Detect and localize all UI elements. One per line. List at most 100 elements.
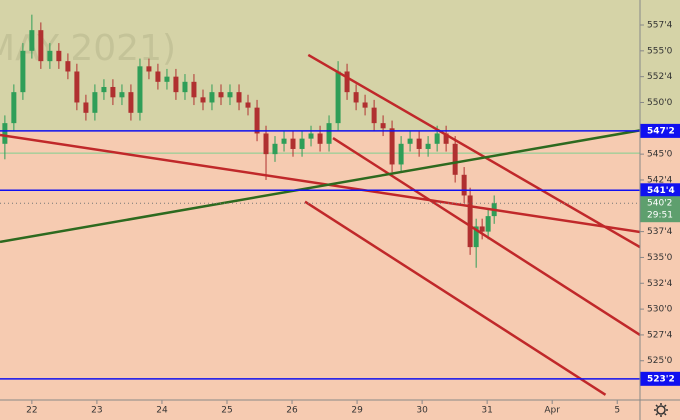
candle-body (218, 92, 224, 98)
y-tick-label: 537'4 (647, 227, 673, 237)
level-label: 541'4 (647, 186, 675, 196)
trend-line (307, 53, 641, 249)
candle-body (335, 71, 341, 124)
y-tick-label: 535'0 (647, 253, 673, 263)
settings-icon[interactable] (654, 403, 668, 417)
y-tick-label: 542'4 (647, 175, 673, 185)
gear[interactable] (656, 405, 666, 415)
candle-body (56, 50, 62, 62)
level-label-box (640, 123, 680, 138)
y-tick-label: 545'0 (647, 150, 673, 160)
x-tick-label: 22 (26, 406, 37, 416)
candle-body (434, 133, 440, 144)
candle-body (2, 123, 8, 144)
x-tick-label: 29 (351, 406, 363, 416)
candle-body (74, 71, 80, 103)
candle-body (398, 143, 404, 165)
y-tick-label: 527'4 (647, 330, 673, 340)
candle-body (290, 138, 296, 149)
candle-body (83, 102, 89, 113)
candle-body (65, 61, 71, 72)
candle-body (281, 138, 287, 144)
candle-body (407, 138, 413, 144)
trend-line (332, 136, 641, 336)
candle-body (164, 76, 170, 82)
candle-body (308, 133, 314, 139)
y-tick-label: 552'4 (647, 72, 673, 82)
gear-teeth[interactable] (654, 403, 668, 417)
candle-body (128, 92, 134, 113)
x-tick-label: Apr (544, 406, 560, 416)
candle-body (110, 86, 116, 98)
candle-body (425, 143, 431, 149)
candle-body (389, 128, 395, 165)
current-price-box (640, 196, 680, 223)
candle-body (200, 97, 206, 103)
level-label-box (640, 371, 680, 386)
zone (0, 130, 680, 420)
candle-body (254, 107, 260, 134)
candle-body (485, 216, 491, 232)
y-tick-label: 525'0 (647, 356, 673, 366)
candle-body (173, 76, 179, 93)
candle-body (473, 226, 479, 248)
candle-body (362, 102, 368, 108)
candle-body (92, 92, 98, 113)
trend-line (304, 200, 607, 396)
candle-body (29, 30, 35, 51)
candle-body (452, 143, 458, 175)
candle-body (380, 123, 386, 129)
countdown: 29:51 (647, 211, 673, 221)
candle-body (461, 174, 467, 196)
candle-body (11, 92, 17, 124)
candle-body (272, 143, 278, 155)
y-tick-label: 555'0 (647, 46, 673, 56)
x-tick-label: 31 (481, 406, 492, 416)
candle-body (467, 195, 473, 248)
candle-body (191, 81, 197, 98)
y-tick-label: 530'0 (647, 305, 673, 315)
watermark: (MAY 2021) (0, 28, 176, 69)
level-label: 523'2 (647, 374, 675, 384)
x-tick-label: 26 (286, 406, 298, 416)
x-tick-label: 23 (91, 406, 102, 416)
x-tick-label: 24 (156, 406, 168, 416)
candle-body (101, 86, 107, 93)
x-tick-label: 30 (416, 406, 428, 416)
candle-body (416, 138, 422, 149)
candle-body (479, 226, 485, 232)
candle-body (344, 71, 350, 93)
level-label: 547'2 (647, 126, 675, 136)
candle-body (227, 92, 233, 98)
candle-body (119, 92, 125, 98)
trend-line (0, 129, 641, 244)
y-tick-label: 532'4 (647, 279, 673, 289)
candle-body (146, 66, 152, 72)
candle-body (353, 92, 359, 103)
trend-line (0, 133, 641, 234)
candle-body (236, 92, 242, 103)
candle-body (209, 92, 215, 103)
candle-body (137, 66, 143, 113)
y-tick-label: 557'4 (647, 21, 673, 31)
candle-body (47, 50, 53, 62)
candle-body (20, 50, 26, 93)
x-tick-label: 5 (614, 406, 620, 416)
y-tick-label: 550'0 (647, 98, 673, 108)
candle-body (443, 133, 449, 144)
candle-body (245, 102, 251, 108)
candle-body (326, 123, 332, 144)
current-price-label: 540'2 (647, 199, 672, 209)
x-tick-label: 25 (221, 406, 232, 416)
candle-body (371, 107, 377, 124)
candle-body (155, 71, 161, 82)
candle-body (317, 133, 323, 144)
plot-area: 557'4 555'0 552'4 550'0 545'0 542'4 537'4 535'0… (0, 14, 680, 416)
level-label-box (640, 183, 680, 198)
candle-body (263, 133, 269, 155)
candle-body (299, 138, 305, 149)
candle-body (182, 81, 188, 93)
candle-body (38, 30, 44, 62)
